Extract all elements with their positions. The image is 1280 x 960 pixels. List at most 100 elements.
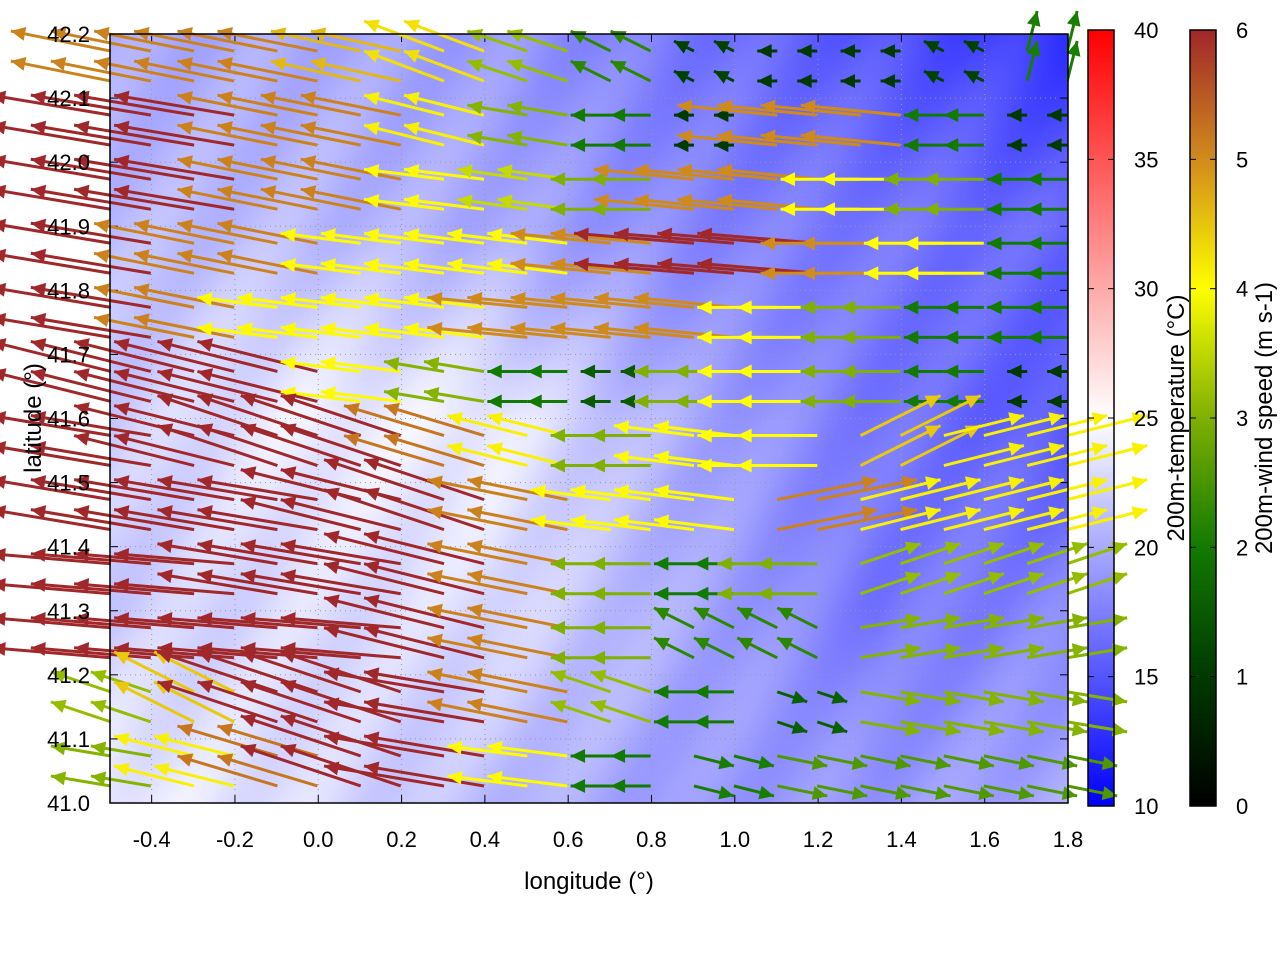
- wind-vector: [900, 613, 961, 630]
- wind-vector: [363, 164, 445, 181]
- wind-vector-head: [74, 184, 90, 199]
- wind-vector: [114, 547, 235, 566]
- wind-vector: [156, 649, 278, 694]
- wind-vector: [983, 690, 1045, 707]
- wind-vector-head: [573, 227, 589, 242]
- wind-vector-head: [613, 420, 630, 435]
- wind-vector-head: [613, 484, 630, 499]
- wind-vector: [323, 530, 445, 566]
- wind-vector-head: [713, 138, 729, 153]
- wind-vector: [113, 120, 235, 147]
- wind-vector: [506, 58, 568, 83]
- wind-vector-head: [427, 291, 443, 306]
- wind-vector-head: [945, 692, 961, 707]
- wind-vector-head: [673, 41, 690, 54]
- wind-vector-shaft: [260, 187, 362, 211]
- wind-vector-shaft: [240, 616, 361, 630]
- wind-vector-shaft: [280, 616, 401, 630]
- wind-vector-head: [427, 539, 443, 554]
- wind-vector-head: [197, 569, 213, 583]
- wind-vector-shaft: [74, 552, 195, 566]
- wind-vector: [0, 411, 112, 438]
- wind-vector-shaft: [323, 700, 445, 724]
- wind-vector-head: [240, 393, 257, 407]
- wind-vector-shaft: [113, 680, 195, 724]
- wind-vector: [403, 292, 485, 309]
- wind-vector-shaft: [427, 636, 528, 660]
- wind-vector-head: [550, 699, 567, 714]
- wind-vector-head: [157, 539, 173, 553]
- wind-vector: [113, 650, 195, 694]
- wind-vector-head: [467, 633, 483, 648]
- wind-vector-head: [364, 697, 380, 712]
- wind-vector-head: [530, 514, 546, 529]
- wind-vector-head: [74, 90, 90, 105]
- wind-vector: [427, 667, 528, 694]
- wind-vector-head: [157, 679, 174, 694]
- wind-vector-shaft: [197, 616, 318, 630]
- wind-vector: [1066, 442, 1148, 467]
- wind-vector: [983, 720, 1045, 737]
- wind-vector-head: [364, 194, 380, 208]
- wind-vector-head: [30, 184, 47, 199]
- wind-vector-head: [713, 41, 730, 54]
- wind-vector: [50, 57, 152, 83]
- wind-vector-head: [945, 613, 961, 628]
- wind-vector-head: [114, 90, 130, 105]
- wind-vector-head: [944, 571, 961, 585]
- wind-vector-shaft: [280, 650, 402, 694]
- wind-vector-head: [197, 612, 213, 626]
- wind-vector-head: [1008, 442, 1024, 456]
- wind-vector-head: [693, 586, 709, 601]
- wind-vector: [1066, 690, 1128, 707]
- wind-vector: [880, 74, 901, 89]
- wind-vector: [653, 606, 695, 630]
- wind-vector: [133, 313, 235, 339]
- wind-vector: [733, 754, 775, 770]
- wind-tick-labels: 0 1 2 3 4 5 6: [1236, 18, 1248, 819]
- wind-vector: [1066, 643, 1128, 660]
- wind-vector: [427, 697, 528, 724]
- wind-vector: [717, 193, 818, 211]
- x-tick-label: 0.0: [303, 827, 334, 852]
- wind-vector-head: [30, 218, 47, 233]
- wind-vector: [427, 539, 528, 566]
- wind-vector-head: [924, 506, 941, 520]
- wind-vector-head: [0, 475, 7, 489]
- wind-vector-head: [507, 130, 523, 145]
- x-tick-label: 1.4: [886, 827, 917, 852]
- wind-vector-head: [0, 612, 6, 626]
- wind-vector-shaft: [323, 596, 445, 630]
- wind-vector-head: [610, 748, 626, 763]
- wind-vector-shaft: [0, 342, 112, 373]
- wind-vector-head: [987, 172, 1002, 187]
- wind-vector: [943, 138, 984, 153]
- wind-vector-head: [320, 322, 336, 337]
- wind-vector-head: [943, 330, 959, 345]
- wind-vector-head: [800, 99, 816, 114]
- wind-vector-head: [74, 154, 90, 169]
- wind-vector-shaft: [30, 552, 151, 566]
- wind-vector-head: [507, 100, 523, 115]
- wind-vector: [713, 138, 734, 153]
- wind-vector-head: [177, 249, 193, 263]
- wind-vector-shaft: [73, 93, 195, 117]
- wind-vector-shaft: [717, 103, 818, 117]
- wind-vector-head: [697, 428, 712, 443]
- y-tick-label: 41.0: [47, 791, 90, 816]
- wind-vector-head: [74, 120, 90, 135]
- wind-vector-head: [50, 741, 67, 756]
- wind-vector-shaft: [217, 123, 318, 147]
- wind-vector-head: [905, 722, 921, 737]
- wind-vector: [447, 228, 528, 245]
- wind-vector: [363, 258, 445, 275]
- wind-vector: [1026, 643, 1088, 660]
- wind-vector-head: [30, 368, 47, 382]
- wind-vector-head: [693, 684, 709, 699]
- wind-vector-shaft: [427, 478, 528, 502]
- wind-vector-head: [1028, 692, 1044, 707]
- wind-vector-shaft: [30, 478, 152, 502]
- wind-vector-shaft: [30, 646, 151, 660]
- wind-vector-shaft: [93, 285, 195, 309]
- wind-vector-head: [30, 505, 47, 519]
